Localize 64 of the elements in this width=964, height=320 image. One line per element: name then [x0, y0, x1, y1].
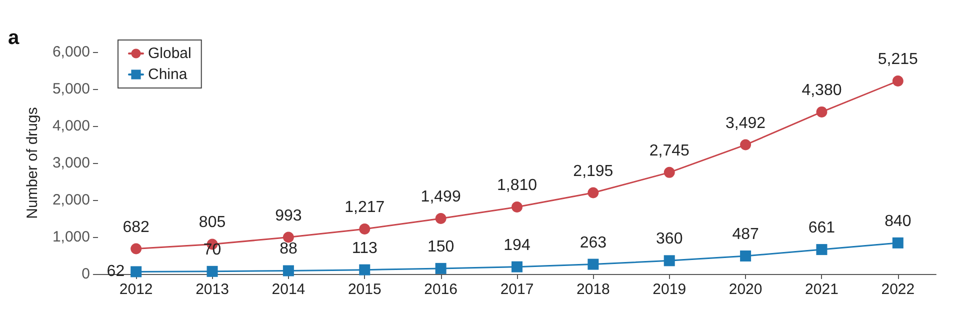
x-tick-label: 2014 — [272, 281, 306, 298]
x-tick-label: 2019 — [652, 281, 686, 298]
point — [816, 244, 828, 256]
x-tick-label: 2020 — [728, 281, 762, 298]
data-label: 840 — [884, 212, 912, 230]
point — [664, 255, 675, 266]
point — [282, 265, 294, 276]
point — [512, 202, 522, 213]
point — [130, 243, 142, 254]
y-tick-label: 5,000 — [52, 80, 90, 98]
x-tick-label: 2016 — [424, 281, 458, 298]
y-tick-label: 4,000 — [52, 118, 90, 134]
data-label: 194 — [504, 236, 530, 254]
data-label: 2,745 — [649, 142, 690, 160]
point — [359, 264, 370, 276]
point — [359, 223, 370, 234]
point — [664, 166, 675, 178]
point — [512, 261, 522, 272]
x-tick-label: 2022 — [881, 281, 915, 298]
data-label: 661 — [808, 220, 836, 237]
data-label: 4,380 — [802, 82, 842, 99]
data-label: 263 — [580, 234, 607, 252]
data-label: 487 — [732, 226, 759, 243]
data-label: 70 — [203, 241, 222, 258]
point — [588, 258, 599, 270]
data-label: 1,217 — [344, 198, 385, 216]
x-tick-label: 2013 — [196, 281, 229, 298]
y-tick-label: 3,000 — [52, 154, 90, 172]
data-label: 993 — [275, 207, 302, 224]
x-tick-label: 2015 — [348, 281, 382, 298]
data-label: 1,499 — [420, 188, 461, 206]
data-label: 113 — [352, 240, 378, 257]
point — [740, 139, 752, 150]
data-label: 360 — [656, 230, 683, 248]
data-label: 5,215 — [878, 51, 918, 68]
point — [130, 266, 142, 278]
point — [282, 232, 294, 243]
x-tick-label: 2012 — [119, 281, 153, 298]
data-label: 2,195 — [573, 162, 614, 180]
y-tick-label: 6,000 — [52, 44, 90, 60]
point — [435, 213, 446, 224]
x-tick-label: 2021 — [805, 281, 838, 298]
legend-label: Global — [148, 45, 192, 62]
point — [588, 187, 599, 198]
legend-label: China — [148, 66, 188, 83]
data-label: 150 — [427, 238, 454, 256]
x-tick-label: 2018 — [576, 281, 610, 298]
point — [206, 266, 218, 277]
data-label: 1,810 — [496, 177, 538, 194]
data-label: 805 — [198, 214, 226, 232]
data-label: 3,492 — [726, 114, 766, 132]
point — [892, 76, 904, 87]
data-label: 682 — [122, 218, 150, 236]
data-label: 88 — [280, 240, 298, 258]
point — [892, 237, 904, 248]
point — [816, 106, 828, 118]
y-tick-label: 0 — [82, 266, 90, 282]
y-tick-label: 2,000 — [52, 192, 90, 208]
x-tick-label: 2017 — [500, 281, 534, 298]
y-tick-label: 1,000 — [52, 228, 90, 246]
point — [740, 250, 752, 262]
y-axis-title: Number of drugs — [24, 107, 41, 219]
point — [435, 262, 446, 274]
text: a — [8, 27, 20, 49]
